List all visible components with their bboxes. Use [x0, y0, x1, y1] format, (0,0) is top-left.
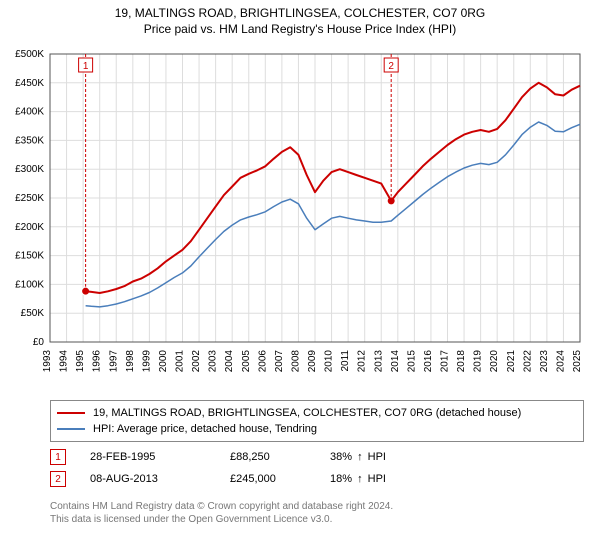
x-tick-label: 2025: [572, 350, 583, 373]
legend-label: 19, MALTINGS ROAD, BRIGHTLINGSEA, COLCHE…: [93, 407, 521, 419]
x-tick-label: 1999: [141, 350, 152, 373]
x-tick-label: 1998: [125, 350, 136, 373]
y-tick-label: £500K: [15, 49, 44, 60]
sale-marker-number: 1: [83, 61, 89, 72]
legend-swatch: [57, 428, 85, 430]
chart-area: £0£50K£100K£150K£200K£250K£300K£350K£400…: [50, 48, 584, 388]
y-tick-label: £150K: [15, 251, 44, 262]
sale-marker-badge: 2: [50, 471, 66, 487]
legend-item: HPI: Average price, detached house, Tend…: [57, 421, 577, 437]
x-tick-label: 2010: [324, 350, 335, 373]
x-tick-label: 2013: [373, 350, 384, 373]
x-tick-label: 2007: [274, 350, 285, 373]
sale-date: 28-FEB-1995: [90, 451, 230, 463]
y-tick-label: £450K: [15, 78, 44, 89]
chart-subtitle: Price paid vs. HM Land Registry's House …: [0, 22, 600, 36]
x-tick-label: 1994: [59, 350, 70, 373]
x-tick-label: 1993: [42, 350, 53, 373]
x-tick-label: 2022: [522, 350, 533, 373]
legend: 19, MALTINGS ROAD, BRIGHTLINGSEA, COLCHE…: [50, 400, 584, 442]
x-tick-label: 2002: [191, 350, 202, 373]
legend-swatch: [57, 412, 85, 414]
sale-price: £245,000: [230, 473, 330, 485]
sale-suffix: HPI: [365, 473, 386, 485]
chart-title: 19, MALTINGS ROAD, BRIGHTLINGSEA, COLCHE…: [0, 6, 600, 20]
sale-pct: 38% ↑ HPI: [330, 451, 386, 463]
legend-item: 19, MALTINGS ROAD, BRIGHTLINGSEA, COLCHE…: [57, 405, 577, 421]
x-tick-label: 2003: [208, 350, 219, 373]
x-tick-label: 2021: [506, 350, 517, 373]
legend-label: HPI: Average price, detached house, Tend…: [93, 423, 317, 435]
x-tick-label: 2016: [423, 350, 434, 373]
y-tick-label: £50K: [21, 308, 45, 319]
x-tick-label: 2018: [456, 350, 467, 373]
x-tick-label: 2004: [224, 350, 235, 373]
y-tick-label: £400K: [15, 107, 44, 118]
x-tick-label: 2008: [290, 350, 301, 373]
sale-row: 2 08-AUG-2013£245,00018% ↑ HPI: [50, 468, 584, 490]
sale-price: £88,250: [230, 451, 330, 463]
sale-marker-number: 2: [388, 61, 394, 72]
x-tick-label: 2023: [539, 350, 550, 373]
arrow-up-icon: ↑: [357, 473, 363, 485]
y-tick-label: £350K: [15, 135, 44, 146]
x-tick-label: 2011: [340, 350, 351, 372]
y-tick-label: £250K: [15, 193, 44, 204]
footer-line-2: This data is licensed under the Open Gov…: [50, 513, 584, 526]
sale-row: 1 28-FEB-1995£88,25038% ↑ HPI: [50, 446, 584, 468]
x-tick-label: 2000: [158, 350, 169, 373]
sale-date: 08-AUG-2013: [90, 473, 230, 485]
x-tick-label: 1995: [75, 350, 86, 373]
x-tick-label: 2015: [406, 350, 417, 373]
y-tick-label: £0: [33, 337, 45, 348]
x-tick-label: 2019: [473, 350, 484, 373]
arrow-up-icon: ↑: [357, 451, 363, 463]
y-tick-label: £300K: [15, 164, 44, 175]
sale-pct: 18% ↑ HPI: [330, 473, 386, 485]
title-block: 19, MALTINGS ROAD, BRIGHTLINGSEA, COLCHE…: [0, 0, 600, 36]
footer-note: Contains HM Land Registry data © Crown c…: [50, 500, 584, 526]
x-tick-label: 1996: [92, 350, 103, 373]
sales-list: 1 28-FEB-1995£88,25038% ↑ HPI 2 08-AUG-2013…: [50, 446, 584, 490]
y-tick-label: £200K: [15, 222, 44, 233]
x-tick-label: 2012: [357, 350, 368, 373]
x-tick-label: 2024: [555, 350, 566, 373]
x-tick-label: 2001: [175, 350, 186, 373]
x-tick-label: 2014: [390, 350, 401, 373]
y-tick-label: £100K: [15, 279, 44, 290]
x-tick-label: 2017: [440, 350, 451, 373]
x-tick-label: 2005: [241, 350, 252, 373]
x-tick-label: 2020: [489, 350, 500, 373]
sale-marker-badge: 1: [50, 449, 66, 465]
sale-suffix: HPI: [365, 451, 386, 463]
x-tick-label: 2006: [257, 350, 268, 373]
line-chart-svg: £0£50K£100K£150K£200K£250K£300K£350K£400…: [50, 48, 584, 388]
x-tick-label: 1997: [108, 350, 119, 373]
chart-container: 19, MALTINGS ROAD, BRIGHTLINGSEA, COLCHE…: [0, 0, 600, 560]
x-tick-label: 2009: [307, 350, 318, 373]
footer-line-1: Contains HM Land Registry data © Crown c…: [50, 500, 584, 513]
